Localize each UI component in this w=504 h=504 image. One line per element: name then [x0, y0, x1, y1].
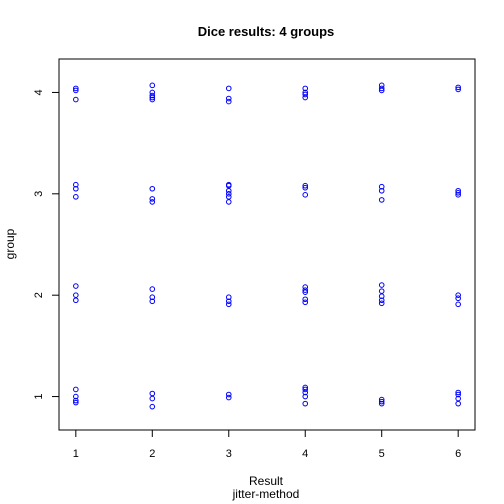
x-tick-label: 3	[226, 448, 232, 460]
data-point	[73, 297, 79, 304]
y-axis: 1 2 3 4	[33, 89, 59, 400]
data-point	[302, 184, 309, 191]
data-point	[378, 400, 385, 407]
x-tick-label: 4	[302, 448, 308, 460]
data-point	[455, 86, 461, 93]
data-point	[73, 393, 79, 400]
data-point	[455, 391, 461, 398]
data-point	[378, 85, 385, 92]
data-point	[378, 282, 385, 288]
x-tick-label: 1	[73, 448, 79, 460]
y-tick-label: 2	[33, 292, 45, 298]
data-point	[149, 294, 156, 301]
data-point	[378, 87, 385, 94]
x-axis-sublabel: jitter-method	[232, 487, 300, 501]
data-point	[455, 400, 461, 407]
data-point	[149, 298, 156, 305]
data-point	[225, 85, 232, 92]
data-point	[149, 94, 156, 101]
data-point	[455, 301, 461, 308]
data-point	[302, 296, 309, 303]
data-point	[225, 194, 232, 200]
chart-title: Dice results: 4 groups	[198, 24, 335, 39]
data-point	[455, 190, 461, 196]
data-point	[378, 293, 385, 299]
data-point	[225, 191, 232, 197]
data-point	[455, 389, 461, 396]
data-point	[378, 183, 385, 190]
data-point	[302, 386, 309, 393]
data-point	[73, 292, 79, 298]
data-point	[73, 399, 79, 406]
data-point	[73, 283, 79, 289]
data-points	[73, 82, 461, 410]
data-point	[73, 85, 79, 92]
data-point	[225, 98, 232, 105]
data-point	[149, 96, 156, 103]
data-point	[455, 187, 461, 194]
y-tick-label: 3	[33, 191, 45, 197]
data-point	[149, 92, 156, 99]
data-point	[225, 298, 232, 305]
data-point	[73, 185, 79, 192]
data-point	[73, 194, 79, 200]
data-point	[73, 87, 79, 94]
data-point	[378, 197, 385, 203]
data-point	[302, 94, 309, 101]
data-point	[73, 397, 79, 404]
data-point	[378, 398, 385, 405]
data-point	[149, 286, 156, 292]
data-point	[225, 391, 232, 398]
data-point	[225, 95, 232, 102]
data-point	[302, 400, 309, 407]
data-point	[378, 288, 385, 294]
data-point	[455, 292, 461, 298]
data-point	[302, 91, 309, 98]
data-point	[149, 199, 156, 205]
data-point	[225, 301, 232, 308]
data-point	[302, 393, 309, 400]
data-point	[455, 192, 461, 198]
data-point	[225, 394, 232, 401]
data-point	[455, 84, 461, 91]
data-point	[149, 82, 156, 89]
data-point	[302, 389, 309, 396]
data-point	[149, 185, 156, 192]
data-point	[302, 85, 309, 92]
data-point	[378, 300, 385, 307]
data-point	[225, 294, 232, 301]
data-point	[378, 297, 385, 304]
data-point	[302, 192, 309, 198]
data-point	[302, 299, 309, 306]
data-point	[378, 187, 385, 194]
data-point	[73, 181, 79, 188]
x-axis-label: Result	[249, 474, 284, 488]
x-tick-label: 2	[149, 448, 155, 460]
data-point	[149, 403, 156, 410]
x-axis: 1 2 3 4 5 6	[73, 430, 461, 460]
x-tick-label: 5	[379, 448, 385, 460]
x-tick-label: 6	[455, 448, 461, 460]
data-point	[302, 182, 309, 189]
data-point	[149, 395, 156, 402]
data-point	[302, 289, 309, 295]
data-point	[225, 199, 232, 205]
y-axis-label: group	[3, 228, 17, 259]
data-point	[225, 187, 232, 194]
y-tick-label: 1	[33, 393, 45, 399]
data-point	[378, 396, 385, 403]
data-point	[149, 390, 156, 397]
data-point	[149, 196, 156, 202]
data-point	[455, 295, 461, 302]
data-point	[302, 287, 309, 293]
plot-area-frame	[58, 58, 476, 431]
y-tick-label: 4	[33, 89, 45, 95]
data-point	[73, 386, 79, 393]
data-point	[73, 96, 79, 103]
